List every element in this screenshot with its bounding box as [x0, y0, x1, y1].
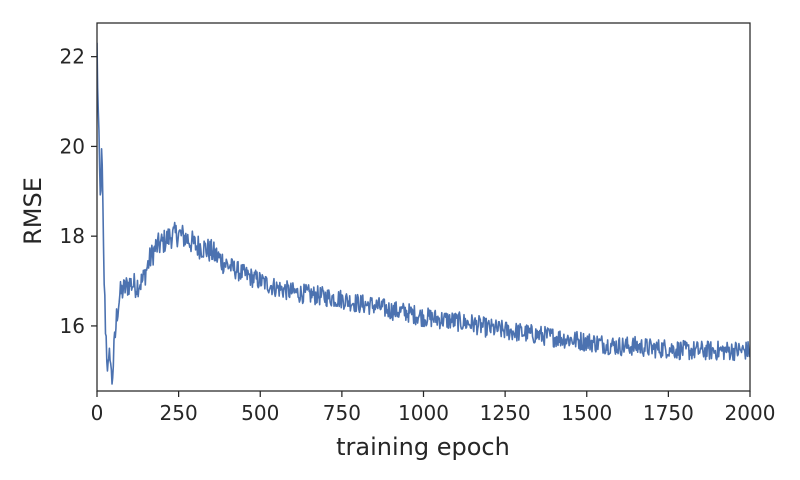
- x-tick-label: 1750: [643, 401, 694, 425]
- x-axis-title: training epoch: [336, 433, 510, 461]
- x-tick-label: 1250: [480, 401, 531, 425]
- plot-series: [97, 42, 750, 385]
- plot-frame: [96, 22, 751, 392]
- x-tick-label: 1500: [561, 401, 612, 425]
- x-axis: 0 250 500 750 1000 1250 1500 1750 2000: [91, 391, 776, 425]
- x-tick-label: 0: [91, 401, 104, 425]
- rmse-series-line: [97, 42, 750, 385]
- x-tick-label: 500: [241, 401, 279, 425]
- x-tick-label: 2000: [725, 401, 776, 425]
- y-tick-label: 16: [60, 314, 85, 338]
- x-tick-label: 750: [323, 401, 361, 425]
- y-tick-label: 22: [60, 45, 85, 69]
- y-axis: 16 18 20 22: [60, 45, 97, 338]
- y-axis-title: RMSE: [19, 177, 47, 245]
- x-tick-label: 1000: [398, 401, 449, 425]
- y-tick-label: 18: [60, 224, 85, 248]
- y-tick-label: 20: [60, 134, 85, 158]
- x-tick-label: 250: [160, 401, 198, 425]
